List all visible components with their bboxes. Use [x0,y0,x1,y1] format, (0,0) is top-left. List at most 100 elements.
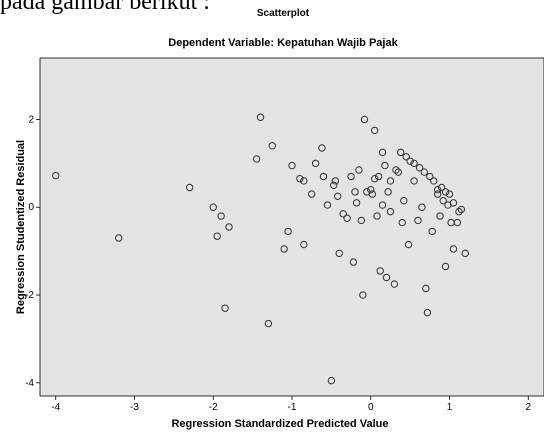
scatter-point [426,172,434,181]
x-tick-label: 2 [525,402,531,413]
scatter-point [455,207,463,216]
scatter-point [390,280,399,288]
scatter-point [343,214,351,222]
scatter-point [410,177,418,185]
scatter-point [436,212,444,220]
scatter-point [318,144,326,152]
y-tick-label: -2 [25,290,34,301]
x-tick-label: -4 [51,402,60,413]
scatter-point [307,190,316,198]
scatter-point [414,216,422,225]
scatter-point [357,216,365,225]
scatter-point [400,196,408,205]
scatter-point [430,177,438,185]
scatter-point [225,223,233,231]
scatter-point [311,159,320,168]
scatter-point [402,153,410,161]
scatter-point [394,168,403,176]
scatter-point [355,166,363,174]
scatter-point [433,190,442,198]
scatter-point [449,245,458,253]
y-tick-label: 2 [28,114,34,125]
scatter-point [386,177,395,185]
scatter-point [381,161,389,170]
scatter-point [213,232,221,240]
scatter-point [209,203,217,211]
x-tick-label: -3 [130,402,139,413]
scatter-point [386,207,395,216]
scatter-point [323,201,332,209]
scatter-point [349,258,358,266]
scatter-point [335,249,343,258]
scatter-point [370,175,379,183]
scatter-point [280,245,288,253]
scatter-point [368,190,377,198]
plot-area [39,57,544,397]
scatter-point [378,148,387,157]
scatter-point [352,199,361,207]
scatter-point [256,113,265,121]
scatter-point [351,188,359,196]
scatter-point [437,183,446,192]
axis-ticks: -4 -3 -2 -1 0 1 2 -4 -2 0 2 [25,114,531,413]
scatter-point [217,212,225,220]
scatter-point [268,142,277,150]
chart-subtitle: Dependent Variable: Kepatuhan Wajib Paja… [168,37,398,49]
scatter-point [378,201,387,209]
scatter-point [300,240,308,249]
scatter-point [461,249,469,258]
scatter-point [284,227,292,236]
scatter-point [319,172,328,181]
scatter-point [221,304,229,312]
scatter-point [288,161,296,170]
scatter-point [406,157,414,165]
scatter-point [433,185,442,194]
scatter-point [382,273,391,282]
scatter-point [392,166,400,174]
scatter-point [396,148,405,157]
scatter-point [384,188,392,196]
scatter-point [264,319,273,328]
scatter-point [420,168,428,176]
scatter-point [370,126,379,135]
scatter-point [359,291,367,299]
scatter-point [428,227,436,236]
x-tick-label: 0 [368,402,374,413]
scatter-point [404,240,413,249]
scatter-point [449,199,458,207]
chart-title: Scatterplot [257,8,310,19]
scatter-point [347,172,355,181]
scatter-point [457,205,466,214]
scatter-point [52,171,60,180]
x-tick-label: 1 [447,402,453,413]
scatter-point [330,181,338,189]
scatter-point [360,115,369,124]
scatter-point [398,218,406,227]
scatter-point [339,210,347,218]
caption-text: pada gambar berikut : [0,0,210,15]
y-tick-label: -4 [25,378,34,389]
scatter-point [441,262,450,271]
y-tick-label: 0 [28,202,34,213]
scatter-point [367,185,375,194]
scatter-point [423,308,432,317]
scatter-point [300,177,308,185]
scatter-point [252,155,261,163]
scatter-point [185,183,194,192]
data-points [52,113,469,385]
scatter-point [333,192,342,200]
x-tick-label: -1 [288,402,297,413]
scatter-point [445,190,454,198]
scatter-point [115,234,123,242]
scatter-point [410,159,418,168]
scatter-point [422,284,430,293]
scatter-point [374,172,383,181]
scatter-point [418,203,426,211]
scatter-point [439,196,447,205]
x-axis-label: Regression Standardized Predicted Value [171,418,388,430]
scatter-point [415,164,424,172]
scatter-point [327,376,336,385]
scatter-point [441,188,450,196]
scatter-point [453,218,462,227]
